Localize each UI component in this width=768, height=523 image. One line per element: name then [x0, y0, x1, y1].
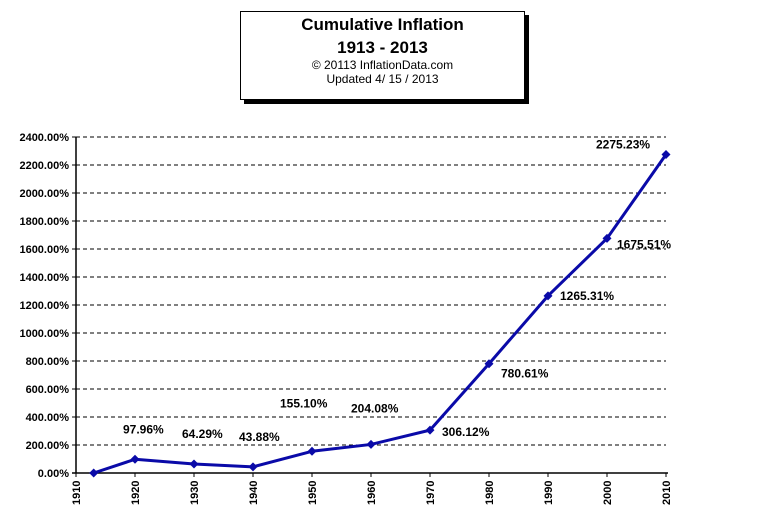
gridlines: [76, 136, 666, 446]
data-label: 204.08%: [351, 401, 399, 415]
y-tick-label: 2200.00%: [19, 160, 69, 172]
y-tick-label: 800.00%: [26, 356, 70, 368]
data-point: [189, 459, 199, 469]
y-tick-label: 0.00%: [38, 468, 69, 480]
x-tick-label: 1940: [248, 481, 260, 505]
x-tick-label: 1990: [543, 481, 555, 505]
x-tick-label: 2010: [661, 481, 673, 505]
y-tick-label: 1400.00%: [19, 272, 69, 284]
data-point: [543, 291, 553, 301]
data-label: 1675.51%: [617, 237, 671, 251]
y-tick-label: 1800.00%: [19, 216, 69, 228]
chart-title-years: 1913 - 2013: [337, 38, 428, 57]
x-tick-label: 1960: [366, 481, 378, 505]
x-tick-label: 1930: [189, 481, 201, 505]
data-point: [484, 359, 494, 369]
data-point: [661, 149, 671, 159]
y-tick-label: 1000.00%: [19, 328, 69, 340]
y-tick-label: 400.00%: [26, 412, 70, 424]
data-point: [130, 454, 140, 464]
data-label: 64.29%: [182, 427, 223, 441]
data-point: [602, 233, 612, 243]
axes: [72, 136, 668, 477]
series-cumulative-inflation: [89, 149, 671, 478]
data-point: [248, 462, 258, 472]
x-tick-labels: 1910 1920 1930 1940 1950 1960 1970 1980 1990 2000…: [71, 481, 673, 505]
data-label: 97.96%: [123, 422, 164, 436]
x-tick-label: 2000: [602, 481, 614, 505]
data-point: [307, 446, 317, 456]
data-labels: 97.96% 64.29% 43.88% 155.10% 204.08% 306.12% 7…: [123, 137, 671, 443]
y-tick-label: 2400.00%: [19, 132, 69, 144]
x-tick-label: 1980: [484, 481, 496, 505]
data-label: 306.12%: [442, 425, 490, 439]
data-label: 155.10%: [280, 396, 328, 410]
x-tick-label: 1950: [307, 481, 319, 505]
data-label: 2275.23%: [596, 137, 650, 151]
y-tick-label: 1600.00%: [19, 244, 69, 256]
copyright-text: © 20113 InflationData.com: [311, 58, 454, 72]
x-tick-label: 1970: [425, 481, 437, 505]
y-tick-label: 200.00%: [26, 440, 70, 452]
y-tick-labels: 0.00% 200.00% 400.00% 600.00% 800.00% 1000.00…: [19, 132, 69, 480]
data-point: [425, 425, 435, 435]
chart-title-box: Cumulative Inflation 1913 - 2013 © 20113…: [240, 11, 525, 100]
chart-title: Cumulative Inflation: [301, 15, 464, 34]
data-label: 43.88%: [239, 430, 280, 444]
x-tick-label: 1920: [130, 481, 142, 505]
data-label: 1265.31%: [560, 289, 614, 303]
data-label: 780.61%: [501, 367, 549, 381]
y-tick-label: 600.00%: [26, 384, 70, 396]
x-tick-label: 1910: [71, 481, 83, 505]
series-line: [93, 153, 668, 475]
data-point: [366, 439, 376, 449]
data-point: [89, 468, 99, 478]
y-tick-label: 2000.00%: [19, 188, 69, 200]
y-tick-label: 1200.00%: [19, 300, 69, 312]
updated-text: Updated 4/ 15 / 2013: [326, 72, 439, 86]
